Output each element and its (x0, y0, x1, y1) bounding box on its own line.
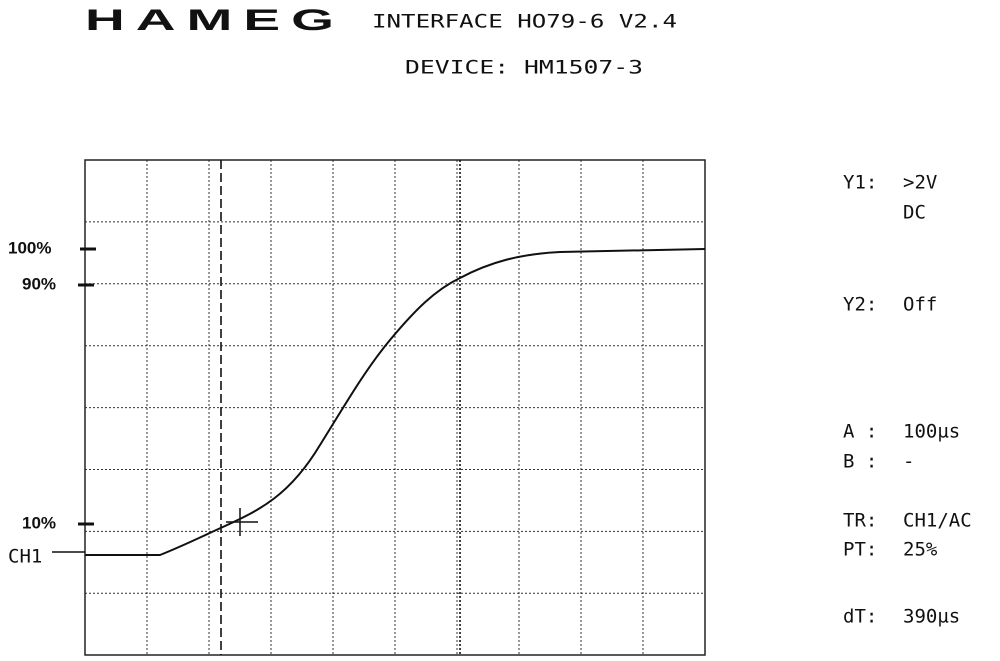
readout-label: Y1: (843, 172, 877, 194)
readout-label: Y2: (843, 294, 877, 316)
readout-value: Off (903, 294, 937, 316)
scale-label: 10% (22, 513, 56, 532)
readout-label: PT: (843, 539, 877, 561)
readout-value: 100µs (903, 421, 960, 443)
readout-value: >2V (903, 172, 937, 194)
readout-label: B : (843, 451, 877, 473)
readouts: Y1: >2V DC Y2: Off A : 100µs B : - TR: CH1/AC PT: 25… (843, 172, 972, 628)
interface-title: INTERFACE HO79-6 V2.4 (372, 11, 677, 33)
device-title: DEVICE: HM1507-3 (405, 57, 643, 79)
readout-label: dT: (843, 606, 877, 628)
scale-label: 100% (8, 238, 51, 257)
readout-label: A : (843, 421, 877, 443)
scale-label: 90% (22, 274, 56, 293)
graticule (85, 160, 705, 655)
readout-value: 25% (903, 539, 938, 561)
waveform (85, 248, 706, 556)
readout-value: CH1/AC (903, 510, 972, 532)
logo: HAMEG (85, 4, 345, 37)
readout-label: TR: (843, 510, 877, 532)
channel-label: CH1 (8, 546, 42, 568)
readout-value: - (903, 451, 914, 473)
graticule-border (84, 159, 706, 656)
readout-value: 390µs (903, 606, 960, 628)
readout-value: DC (903, 202, 926, 224)
